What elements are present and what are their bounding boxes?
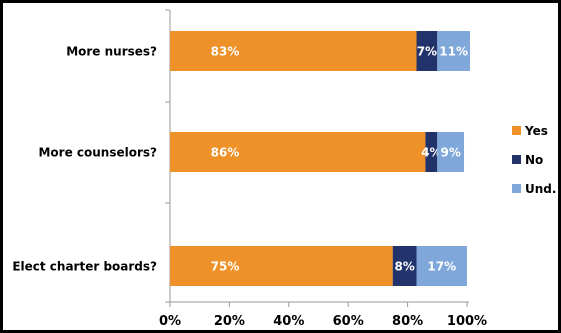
- data-label: 8%: [394, 260, 414, 274]
- legend-swatch: [512, 184, 521, 193]
- x-tick-label: 100%: [447, 314, 487, 329]
- data-label: 7%: [417, 45, 437, 59]
- bar-segment-yes: [170, 246, 393, 286]
- x-tick-label: 60%: [333, 314, 364, 329]
- data-label: 11%: [439, 45, 468, 59]
- category-label: More nurses?: [66, 45, 157, 59]
- x-tick-label: 20%: [214, 314, 245, 329]
- category-label: More counselors?: [38, 146, 157, 160]
- data-label: 86%: [211, 146, 240, 160]
- bar-segment-und: [416, 246, 467, 286]
- data-label: 83%: [211, 45, 240, 59]
- bar-segment-und: [437, 31, 470, 71]
- bar-segment-yes: [170, 132, 426, 172]
- bar-segment-yes: [170, 31, 417, 71]
- x-tick-label: 40%: [273, 314, 304, 329]
- x-tick-label: 0%: [159, 314, 181, 329]
- bar-segment-no: [425, 132, 438, 172]
- category-labels: More nurses? More counselors? Elect charte…: [12, 45, 157, 274]
- legend-swatch: [512, 126, 521, 135]
- x-axis-ticks: 0% 20% 40% 60% 80% 100%: [159, 9, 487, 329]
- legend: Yes No Und.: [512, 124, 556, 196]
- data-label: 9%: [440, 146, 460, 160]
- bar-segment-no: [392, 246, 417, 286]
- bar-segment-und: [437, 132, 465, 172]
- data-label: 75%: [211, 260, 240, 274]
- legend-label: Yes: [524, 124, 548, 138]
- data-label: 17%: [427, 260, 456, 274]
- plot-area: 83% 7% 11% 86% 4%9% 75% 8% 17%: [170, 31, 470, 286]
- x-tick-label: 80%: [392, 314, 423, 329]
- data-label: 4%: [421, 146, 441, 160]
- legend-label: Und.: [525, 182, 556, 196]
- bar-segment-no: [416, 31, 438, 71]
- legend-swatch: [512, 155, 521, 164]
- category-label: Elect charter boards?: [12, 260, 157, 274]
- legend-label: No: [525, 153, 543, 167]
